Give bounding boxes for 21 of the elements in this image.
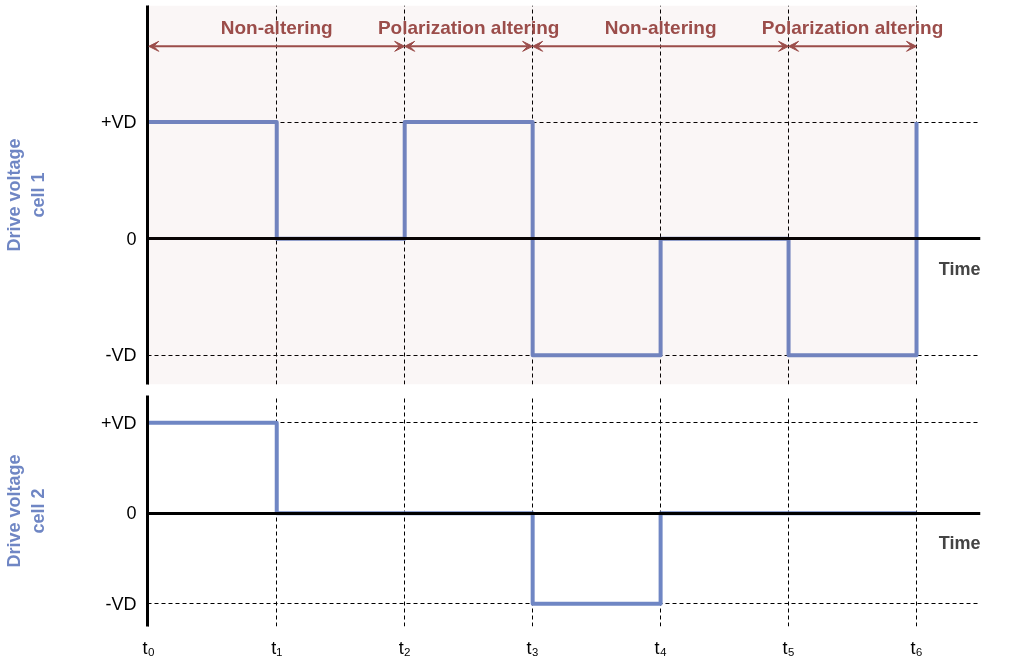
- x-tick-label: t₀: [142, 637, 156, 658]
- x-tick-label: t₁: [271, 637, 283, 658]
- text: 0: [126, 228, 137, 249]
- band-label: Non-altering: [604, 17, 717, 39]
- x-tick-label: t₃: [526, 637, 539, 658]
- band-label: Polarization altering: [377, 17, 560, 39]
- x-tick-label: t₅: [782, 637, 795, 658]
- y-axis-title: Drive voltage cell 1: [3, 138, 48, 252]
- text: 0: [126, 503, 137, 524]
- x-axis-title: Time: [938, 533, 981, 554]
- y-axis-title: Drive voltage cell 2: [3, 454, 48, 568]
- x-tick-label: t₂: [398, 637, 411, 658]
- text: +VD: [100, 112, 137, 133]
- band-label: Polarization altering: [761, 17, 944, 39]
- text: +VD: [100, 412, 137, 433]
- band-label: Non-altering: [220, 17, 333, 39]
- text: -VD: [105, 593, 137, 614]
- text: -VD: [105, 345, 137, 366]
- x-tick-label: t₆: [910, 637, 923, 658]
- x-tick-label: t₄: [654, 637, 667, 658]
- x-axis-title: Time: [938, 258, 981, 279]
